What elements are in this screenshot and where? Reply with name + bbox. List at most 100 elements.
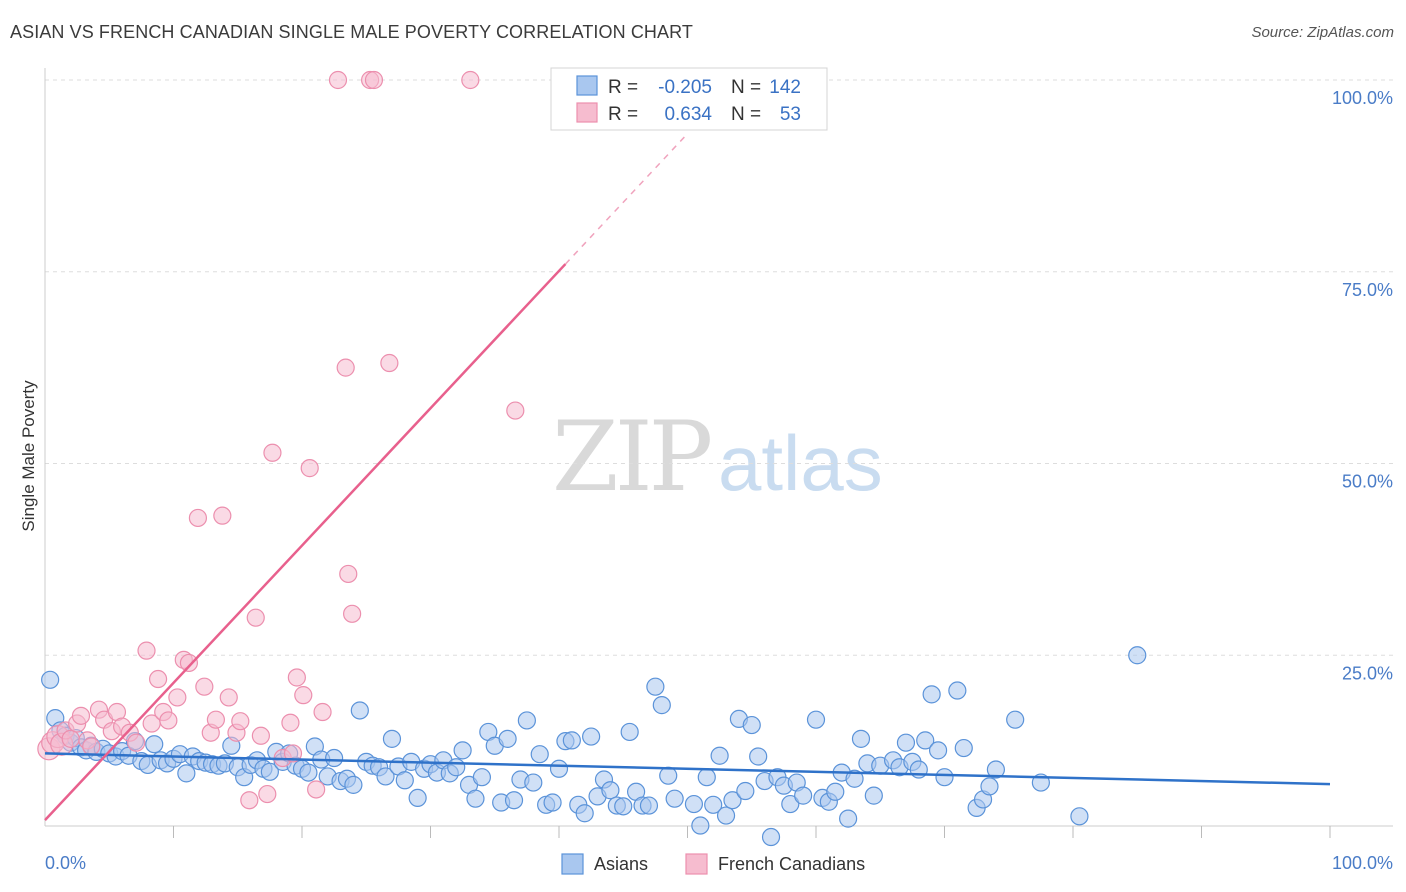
asian-point-69 [472, 768, 491, 787]
asian-point-89 [601, 781, 620, 800]
asian-point-76 [517, 711, 536, 730]
legend-swatch-french-canadian[interactable] [685, 853, 708, 875]
stats-swatch-asian [576, 75, 598, 96]
asian-point-102 [697, 768, 716, 787]
asian-point-83 [562, 731, 581, 750]
french-point-42 [294, 686, 313, 705]
asian-point-85 [575, 804, 594, 823]
asian-trend-line [44, 752, 1331, 786]
french-point-34 [246, 608, 265, 627]
french-canadian-points [37, 70, 525, 810]
asian-point-112 [761, 827, 781, 847]
asian-point-55 [382, 729, 402, 748]
french-point-5 [61, 729, 80, 748]
french-point-40 [283, 744, 303, 763]
gridlines [45, 79, 1393, 656]
asian-point-78 [530, 745, 549, 764]
asian-point-96 [646, 677, 665, 696]
french-point-46 [328, 70, 348, 90]
asian-point-59 [408, 788, 427, 808]
asian-point-68 [466, 789, 485, 808]
asian-points [41, 646, 1147, 847]
french-point-19 [148, 669, 168, 689]
french-point-53 [461, 70, 480, 90]
asian-point-137 [935, 768, 954, 787]
asian-point-124 [845, 769, 864, 788]
asian-point-108 [736, 781, 755, 801]
source-label: Source: ZipAtlas.com [1251, 24, 1394, 41]
french-point-45 [313, 702, 332, 722]
y-axis-tick-labels: 25.0% 50.0% 75.0% 100.0% [1332, 88, 1393, 683]
asian-point-110 [749, 747, 768, 766]
french-point-21 [159, 711, 178, 730]
asian-point-81 [549, 759, 569, 778]
y-tick-label-75: 75.0% [1342, 280, 1393, 300]
french-point-16 [127, 733, 146, 752]
asian-point-143 [986, 760, 1006, 779]
asian-point-127 [864, 786, 883, 805]
french-point-36 [258, 784, 277, 804]
french-point-28 [206, 710, 226, 729]
asian-point-77 [524, 773, 543, 792]
asian-point-54 [376, 767, 395, 786]
legend: Asians French Canadians [561, 853, 865, 875]
y-tick-label-25: 25.0% [1342, 663, 1393, 683]
french-point-32 [231, 712, 250, 731]
stats-r-value-asian: -0.205 [658, 77, 712, 98]
asian-point-73 [498, 729, 517, 748]
legend-label-french-canadian[interactable]: French Canadians [718, 854, 865, 874]
asian-point-121 [826, 782, 845, 801]
asian-point-65 [447, 758, 466, 777]
french-point-48 [339, 564, 358, 584]
asian-point-97 [652, 696, 671, 715]
stats-swatch-french-canadian [576, 102, 598, 123]
asian-point-118 [806, 710, 826, 729]
asian-point-18 [145, 735, 164, 754]
asian-point-57 [395, 771, 414, 790]
french-point-17 [137, 641, 156, 660]
asian-point-42 [299, 763, 318, 782]
french-point-33 [240, 791, 259, 810]
french-point-22 [168, 688, 187, 707]
asian-point-139 [954, 738, 973, 758]
french-canadian-trend-line [44, 263, 567, 822]
asian-point-125 [851, 729, 871, 748]
french-point-41 [287, 668, 306, 687]
asian-point-144 [1006, 710, 1025, 729]
french-point-52 [380, 353, 399, 373]
french-point-51 [364, 70, 384, 90]
asian-point-106 [723, 791, 742, 810]
asian-point-36 [260, 762, 279, 781]
x-axis-ticks [173, 826, 1331, 838]
french-point-7 [71, 706, 91, 725]
french-point-43 [300, 459, 319, 478]
legend-swatch-asian[interactable] [561, 853, 584, 875]
y-tick-label-50: 50.0% [1342, 472, 1393, 492]
french-point-49 [343, 604, 362, 623]
french-point-29 [213, 506, 232, 525]
french-canadian-trend-extension [564, 133, 689, 265]
asian-point-123 [839, 809, 858, 828]
asian-point-86 [582, 727, 601, 746]
asian-point-92 [620, 722, 639, 742]
y-tick-label-100: 100.0% [1332, 88, 1393, 108]
y-axis-label: Single Male Poverty [19, 380, 38, 532]
french-point-35 [251, 726, 270, 745]
asian-point-74 [504, 791, 524, 810]
french-point-25 [188, 508, 208, 528]
asian-point-49 [344, 775, 363, 794]
french-point-54 [506, 401, 525, 420]
stats-n-value-asian: 142 [769, 77, 801, 98]
stats-n-value-french-canadian: 53 [780, 104, 801, 125]
asian-point-104 [710, 746, 729, 765]
legend-label-asian[interactable]: Asians [594, 854, 648, 874]
asian-point-98 [659, 766, 678, 785]
french-point-26 [195, 677, 214, 696]
stats-n-label-asian: N = [731, 77, 761, 98]
stats-r-label-asian: R = [608, 77, 638, 98]
asian-point-117 [794, 786, 813, 805]
asian-point-46 [325, 748, 344, 768]
asian-point-101 [691, 816, 710, 835]
stats-r-value-french-canadian: 0.634 [664, 104, 712, 125]
